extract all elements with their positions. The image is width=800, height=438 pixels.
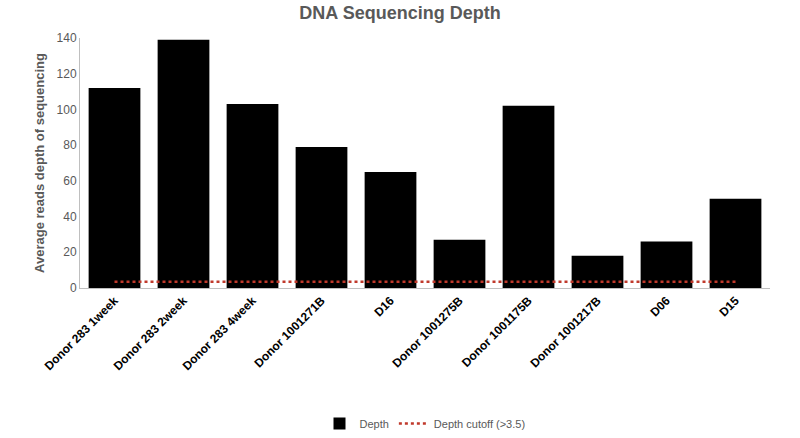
svg-text:Donor 1001271B: Donor 1001271B [251,294,328,371]
svg-text:DNA Sequencing Depth: DNA Sequencing Depth [299,3,500,23]
svg-text:D15: D15 [716,294,742,320]
svg-text:Donor 283 4week: Donor 283 4week [180,294,259,373]
svg-text:140: 140 [57,31,77,45]
svg-text:Donor 1001175B: Donor 1001175B [459,294,535,370]
svg-text:20: 20 [63,245,77,259]
svg-text:100: 100 [57,103,77,117]
svg-text:80: 80 [63,138,77,152]
svg-text:40: 40 [63,210,77,224]
svg-text:120: 120 [57,67,77,81]
svg-text:Depth cutoff (>3.5): Depth cutoff (>3.5) [434,418,525,430]
svg-text:Donor 283 2week: Donor 283 2week [111,294,190,373]
svg-text:Donor 283 1week: Donor 283 1week [42,294,121,373]
svg-text:Depth: Depth [360,418,389,430]
svg-text:Donor 1001217B: Donor 1001217B [527,294,604,371]
svg-text:0: 0 [70,281,77,295]
svg-text:Donor 1001275B: Donor 1001275B [389,294,466,371]
svg-text:60: 60 [63,174,77,188]
svg-text:D06: D06 [647,294,673,320]
svg-text:D16: D16 [371,294,397,320]
svg-text:Average reads depth of sequenc: Average reads depth of sequencing [32,53,47,273]
